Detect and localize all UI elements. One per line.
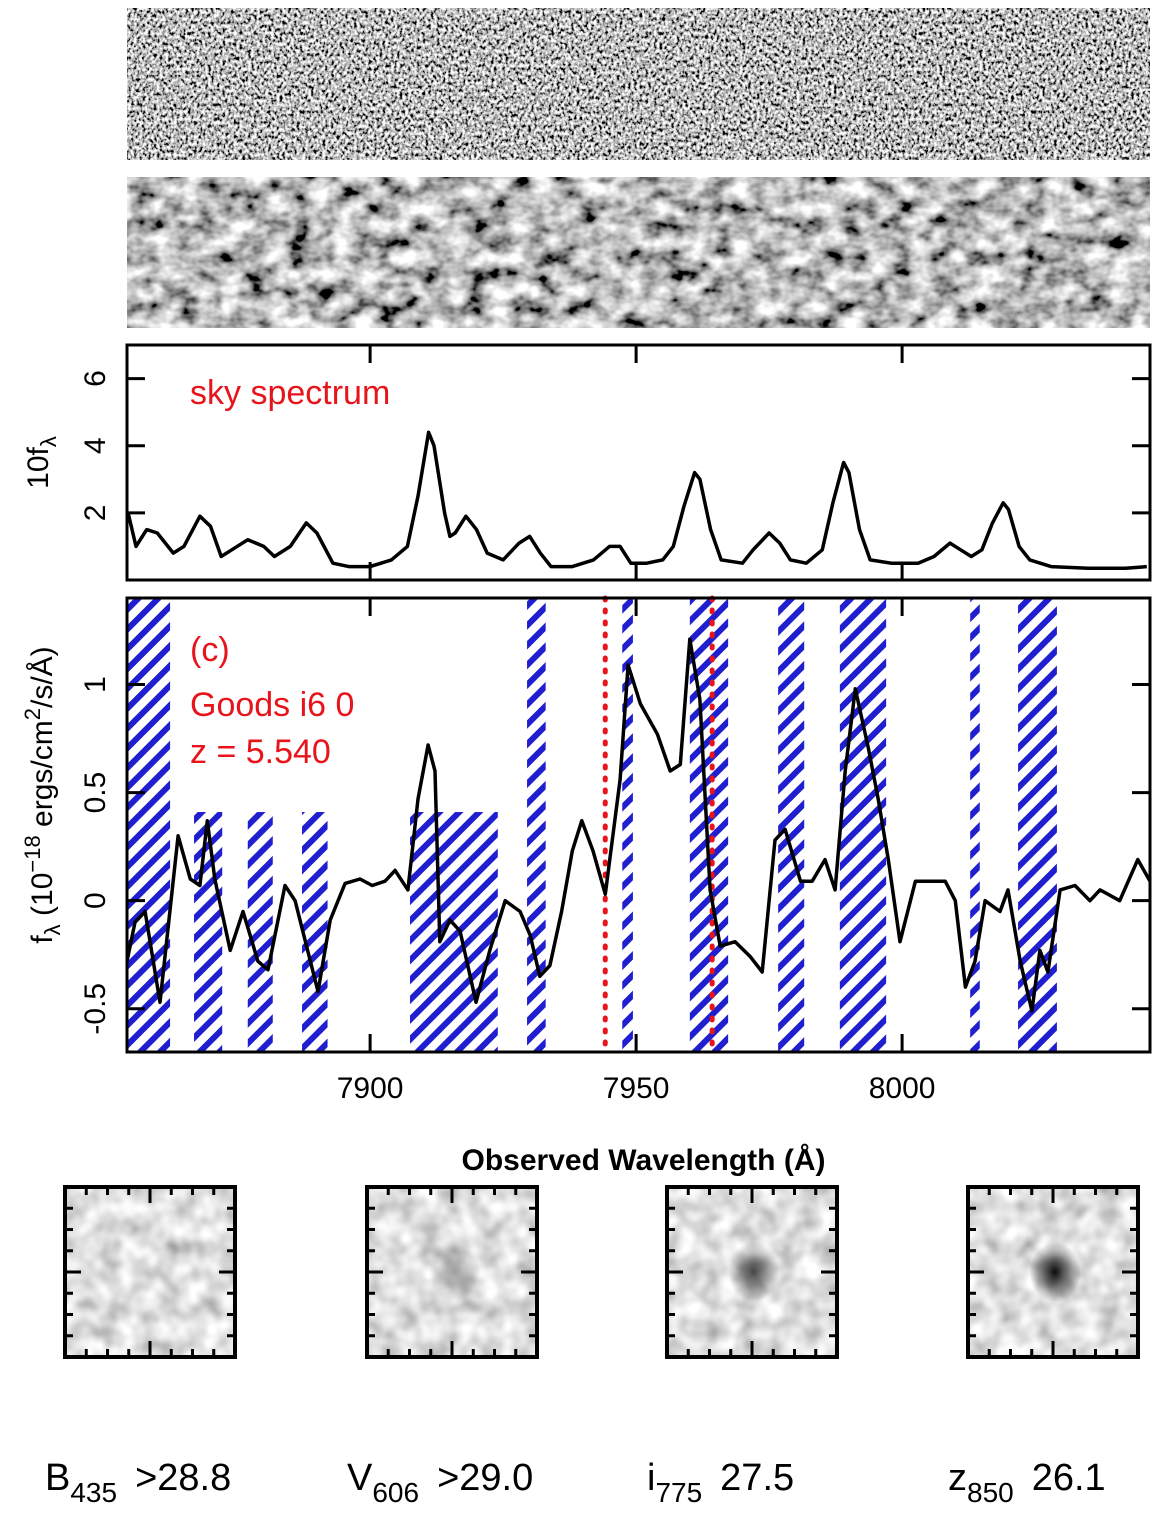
x-tick-label: 7950: [603, 1072, 670, 1105]
y-tick-label: 2: [79, 505, 112, 522]
thumbnail-source: [728, 1242, 780, 1302]
2d-spectrum-smoothed: [127, 177, 1150, 328]
band-wavelength: 606: [372, 1477, 419, 1508]
sky-line-mask: [839, 598, 887, 1052]
y-axis-label-part: −18: [20, 835, 45, 872]
plot-frame: [125, 343, 1152, 582]
y-tick-label: 4: [79, 437, 112, 454]
magnitude: 27.5: [720, 1457, 794, 1499]
y-axis-label-part: λ: [40, 924, 65, 935]
annotation: Goods i6 0: [190, 686, 354, 724]
y-axis-label-part: 2: [20, 708, 45, 720]
plot-frame: [125, 596, 1152, 1054]
band-wavelength: 435: [70, 1477, 117, 1508]
spectrum-line: [127, 637, 1150, 1013]
y-tick-label: 6: [79, 370, 112, 387]
magnitude-label: z850 26.1: [948, 1457, 1106, 1508]
magnitude-label: B435 >28.8: [45, 1457, 231, 1508]
sky-line-mask: [247, 812, 273, 1052]
y-tick-label: 0.5: [79, 772, 112, 814]
band-name: B: [45, 1457, 70, 1499]
magnitude-label: V606 >29.0: [347, 1457, 533, 1508]
y-axis-label-part: λ: [36, 436, 61, 447]
y-axis-label-part: f: [26, 935, 59, 944]
x-tick-label: 8000: [869, 1072, 936, 1105]
annotation: z = 5.540: [190, 733, 331, 771]
sky-line-mask: [970, 598, 980, 1052]
magnitude-label: i775 27.5: [647, 1457, 794, 1508]
magnitude: 26.1: [1032, 1457, 1106, 1499]
sky-line-mask: [622, 598, 633, 1052]
y-axis-label: 10fλ: [22, 436, 61, 489]
thumbnails: B435 >28.8 V606 >29.0 i775 27.5 z850 26.1: [45, 1185, 1140, 1508]
y-axis-label-part: ergs/cm: [26, 720, 59, 835]
y-tick-label: 1: [79, 676, 112, 693]
2d-spectrum-raw: [127, 8, 1150, 160]
y-axis-label-part: /s/Å): [26, 646, 59, 708]
sky-line-mask: [410, 812, 498, 1052]
y-tick-label: 0: [79, 892, 112, 909]
band-name: z: [948, 1457, 967, 1499]
panel-spectrum: 7900 7950 8000 -0.5 0 0.5 1 fλ (10−18 ergs/cm2/…: [20, 595, 1152, 1177]
y-axis-label: fλ (10−18 ergs/cm2/s/Å): [20, 646, 65, 943]
y-tick-label: -0.5: [79, 983, 112, 1035]
x-axis-label: Observed Wavelength (Å): [462, 1144, 826, 1177]
sky-line-mask: [302, 812, 328, 1052]
thumbnail-image: [65, 1187, 235, 1357]
magnitude: >29.0: [437, 1457, 533, 1499]
magnitude: >28.8: [135, 1457, 231, 1499]
thumbnail-source: [428, 1242, 480, 1302]
sky-line-mask: [778, 598, 805, 1052]
band-name: i: [647, 1457, 655, 1499]
y-axis-label-part: 10f: [22, 446, 55, 488]
sky-line-mask: [527, 598, 546, 1052]
y-axis-label-part: (10: [26, 873, 59, 925]
sky-line-mask: [194, 812, 223, 1052]
spectrum-line: [127, 430, 1147, 571]
x-tick-label: 7900: [337, 1072, 404, 1105]
band-name: V: [347, 1457, 373, 1499]
band-wavelength: 850: [967, 1477, 1014, 1508]
annotation: sky spectrum: [190, 374, 390, 412]
panel-sky: 2 4 6 10fλ sky spectrum: [22, 343, 1152, 582]
annotation: (c): [190, 631, 230, 669]
thumbnail-source: [1029, 1242, 1081, 1302]
band-wavelength: 775: [655, 1477, 702, 1508]
